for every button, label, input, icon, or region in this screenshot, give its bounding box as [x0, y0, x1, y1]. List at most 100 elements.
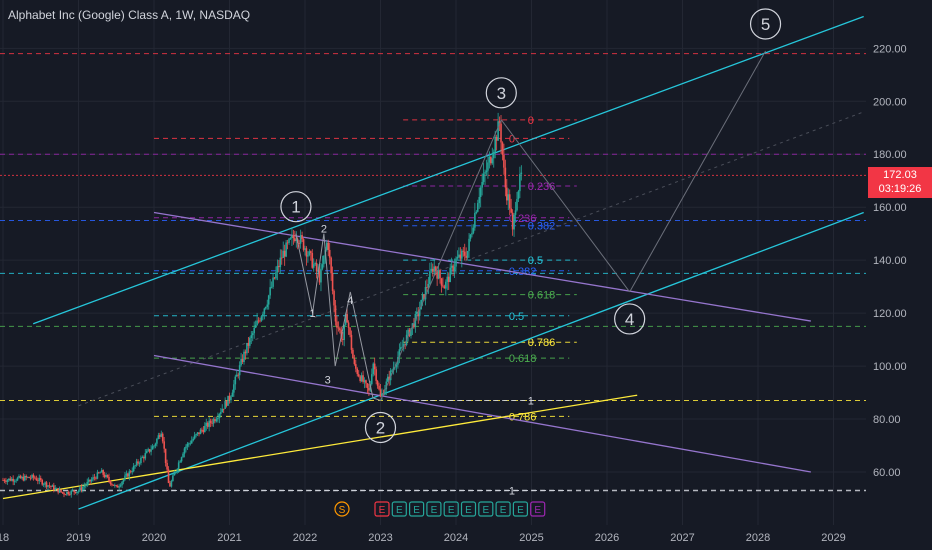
x-tick-label-3: 2021: [217, 532, 241, 544]
candle-body-292: [426, 286, 428, 288]
candle-body-3: [6, 480, 9, 482]
candle-body-225: [328, 249, 331, 258]
candle-body-40: [60, 489, 62, 492]
candle-body-80: [118, 486, 120, 488]
candle-body-12: [19, 475, 22, 479]
trend-line-1: [78, 211, 864, 510]
candle-body-311: [453, 266, 456, 272]
candle-body-88: [129, 471, 132, 473]
candle-body-87: [128, 471, 131, 477]
candle-body-260: [379, 389, 382, 397]
candle-body-29: [44, 482, 46, 485]
candle-body-102: [150, 449, 152, 452]
candle-body-96: [141, 457, 144, 458]
candle-body-8: [13, 480, 16, 482]
candle-body-329: [479, 187, 482, 198]
candle-body-238: [347, 322, 350, 328]
current-price: 172.03: [883, 169, 917, 181]
candle-body-226: [330, 257, 332, 274]
event-marker-bg-4: [426, 501, 442, 517]
candle-body-309: [450, 265, 453, 268]
candle-body-67: [99, 472, 102, 474]
candle-body-211: [308, 251, 311, 255]
fib-a-label-3: 0.5: [528, 255, 543, 267]
candle-body-197: [288, 238, 290, 243]
candle-body-24: [37, 480, 39, 482]
candle-body-255: [372, 363, 375, 375]
candle-body-58: [86, 481, 89, 486]
event-marker-9: E: [517, 505, 524, 516]
y-tick-label-8: 60.00: [873, 467, 901, 479]
candle-body-101: [148, 449, 151, 452]
candle-body-279: [407, 329, 409, 335]
event-marker-5: E: [448, 505, 455, 516]
candle-body-62: [92, 477, 94, 480]
event-marker-bg-8: [495, 501, 511, 517]
trend-line-2: [153, 211, 811, 322]
candle-body-208: [304, 248, 306, 250]
wave-label-1: 1: [291, 198, 300, 217]
candle-body-325: [474, 213, 476, 228]
candle-body-352: [513, 214, 515, 230]
event-marker-bg-2: [391, 501, 407, 517]
fib-a-label-4: 0.618: [528, 290, 556, 302]
candle-body-340: [495, 136, 498, 141]
candle-body-266: [388, 376, 391, 381]
y-axis-background: [866, 0, 932, 525]
candle-body-289: [421, 294, 424, 300]
candle-body-16: [25, 475, 28, 478]
wave-circle-5: [749, 8, 782, 40]
candle-body-353: [514, 210, 517, 215]
candle-body-130: [190, 440, 193, 444]
candle-body-287: [418, 309, 421, 316]
x-axis-background: [0, 525, 932, 550]
candle-body-188: [275, 272, 277, 279]
candle-body-49: [73, 490, 75, 492]
candle-body-126: [185, 446, 187, 449]
candle-body-319: [465, 255, 467, 258]
candle-body-162: [237, 374, 240, 376]
candle-body-114: [167, 469, 170, 484]
event-marker-1: E: [379, 505, 386, 516]
subwave-label-0: 2: [321, 223, 327, 235]
fib-b-label-3: 0.5: [509, 311, 524, 323]
candle-body-157: [230, 396, 232, 401]
candle-body-98: [144, 453, 147, 459]
candle-body-152: [222, 408, 225, 410]
candle-body-10: [16, 477, 19, 481]
candle-body-344: [501, 142, 504, 155]
candle-body-267: [389, 370, 392, 381]
candle-body-84: [124, 475, 126, 480]
candle-body-25: [38, 478, 41, 481]
candle-body-118: [173, 473, 176, 476]
candle-body-65: [96, 472, 99, 479]
candle-body-200: [292, 235, 295, 239]
candle-body-28: [42, 484, 45, 486]
candle-body-357: [520, 172, 523, 175]
candle-body-153: [224, 401, 226, 409]
wave-circle-2: [364, 411, 397, 444]
y-tick-label-2: 180.00: [873, 149, 907, 161]
fib-b-label-6: 1: [509, 486, 515, 498]
candle-body-9: [15, 480, 17, 482]
candle-body-333: [485, 170, 488, 173]
candle-body-63: [93, 477, 96, 479]
candle-body-6: [10, 478, 13, 481]
candle-body-56: [83, 485, 86, 487]
candle-body-251: [366, 383, 369, 389]
candle-body-108: [159, 435, 161, 437]
candle-body-1: [3, 479, 6, 482]
candle-body-235: [343, 324, 346, 340]
candle-body-110: [161, 433, 164, 442]
candle-body-47: [70, 490, 73, 495]
candle-body-232: [339, 328, 341, 331]
candle-body-93: [137, 461, 139, 464]
y-axis: 220.00 200.00 180.00 160.00 140.00 120.00 100.…: [866, 0, 932, 525]
candle-body-129: [189, 443, 192, 445]
candle-body-317: [462, 250, 465, 252]
candle-body-315: [459, 254, 462, 259]
candle-body-143: [209, 420, 212, 423]
candle-body-305: [445, 281, 447, 289]
candle-body-265: [386, 376, 389, 382]
